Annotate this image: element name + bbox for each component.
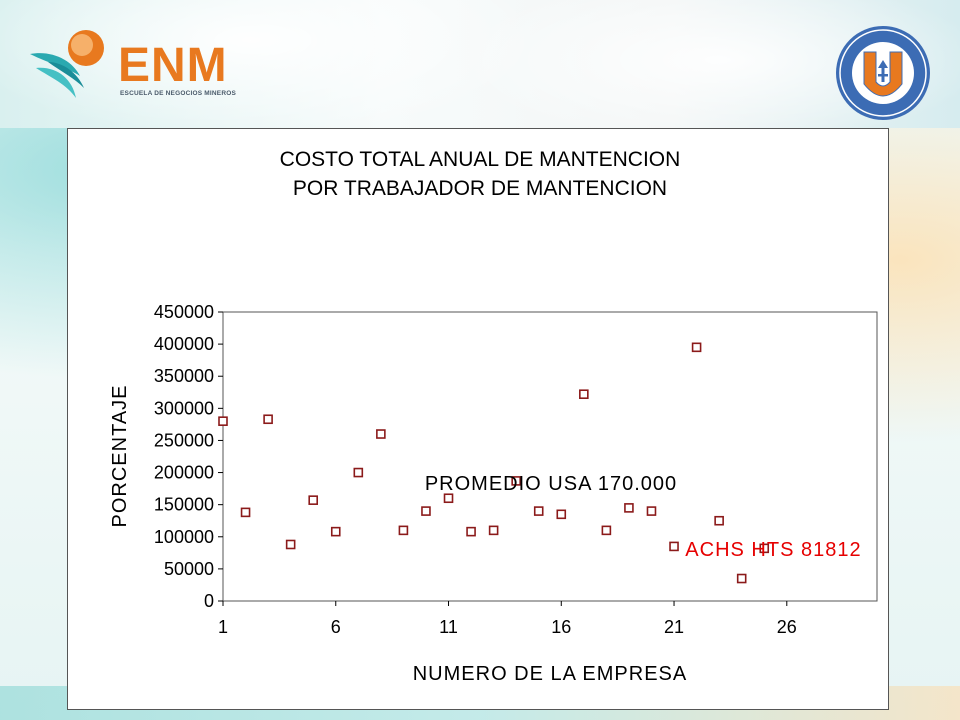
data-point <box>736 573 747 584</box>
scatter-chart: COSTO TOTAL ANUAL DE MANTENCION POR TRAB… <box>109 148 878 685</box>
y-tick-label: 250000 <box>154 430 214 450</box>
data-point <box>443 493 454 504</box>
data-point <box>488 525 499 536</box>
x-tick-label: 1 <box>218 617 228 637</box>
data-point <box>240 507 251 518</box>
x-tick-label: 21 <box>664 617 684 637</box>
data-point <box>669 541 679 552</box>
annotations: PROMEDIO USA 170.000 ACHS HTS 81812 <box>425 473 861 561</box>
chart-area: COSTO TOTAL ANUAL DE MANTENCION POR TRAB… <box>67 128 889 710</box>
data-point <box>714 515 724 526</box>
data-point <box>579 389 589 400</box>
y-tick-label: 450000 <box>154 302 214 322</box>
y-tick-label: 300000 <box>154 398 214 418</box>
enm-logo-subtitle: ESCUELA DE NEGOCIOS MINEROS <box>120 90 237 97</box>
y-axis-label: PORCENTAJE <box>109 385 131 528</box>
y-tick-label: 0 <box>204 591 214 611</box>
chart-title-line-2: POR TRABAJADOR DE MANTENCION <box>293 177 667 200</box>
data-point <box>263 414 273 425</box>
enm-swirl-icon <box>30 30 104 98</box>
data-point <box>466 526 476 537</box>
y-tick-label: 100000 <box>154 527 214 547</box>
data-point <box>624 503 634 513</box>
data-point <box>691 342 702 353</box>
data-point <box>285 539 296 550</box>
x-tick-label: 6 <box>331 617 341 637</box>
data-point <box>353 467 364 478</box>
y-tick-label: 150000 <box>154 495 214 515</box>
ucn-seal-icon <box>836 26 930 120</box>
chart-annotation: ACHS HTS 81812 <box>685 539 861 561</box>
ucn-seal <box>834 24 932 122</box>
enm-logo-title: ENM <box>118 39 228 92</box>
data-point <box>421 506 431 516</box>
chart-annotation: PROMEDIO USA 170.000 <box>425 473 677 495</box>
header-background <box>0 0 960 128</box>
data-point <box>308 495 319 505</box>
data-point <box>556 509 567 520</box>
y-axis: 0 50000 100000 150000 200000 250000 300000 3500… <box>154 302 223 611</box>
x-tick-label: 16 <box>551 617 571 637</box>
data-point <box>646 506 657 516</box>
data-points <box>218 342 770 584</box>
enm-logo: ENM ESCUELA DE NEGOCIOS MINEROS <box>28 28 248 112</box>
y-tick-label: 200000 <box>154 463 214 483</box>
x-tick-label: 11 <box>439 617 458 637</box>
data-point <box>601 525 612 536</box>
data-point <box>330 526 341 537</box>
data-point <box>533 506 544 516</box>
y-tick-label: 350000 <box>154 366 214 386</box>
data-point <box>398 525 409 536</box>
data-point <box>759 543 770 554</box>
chart-title-line-1: COSTO TOTAL ANUAL DE MANTENCION <box>280 148 681 171</box>
y-tick-label: 400000 <box>154 334 214 354</box>
x-axis-label: NUMERO DE LA EMPRESA <box>413 663 688 685</box>
data-point <box>218 416 228 426</box>
data-point <box>376 429 386 439</box>
x-axis: 1 6 11 16 21 26 <box>218 601 797 637</box>
data-point <box>511 476 521 486</box>
y-tick-label: 50000 <box>164 559 214 579</box>
x-tick-label: 26 <box>777 617 797 637</box>
